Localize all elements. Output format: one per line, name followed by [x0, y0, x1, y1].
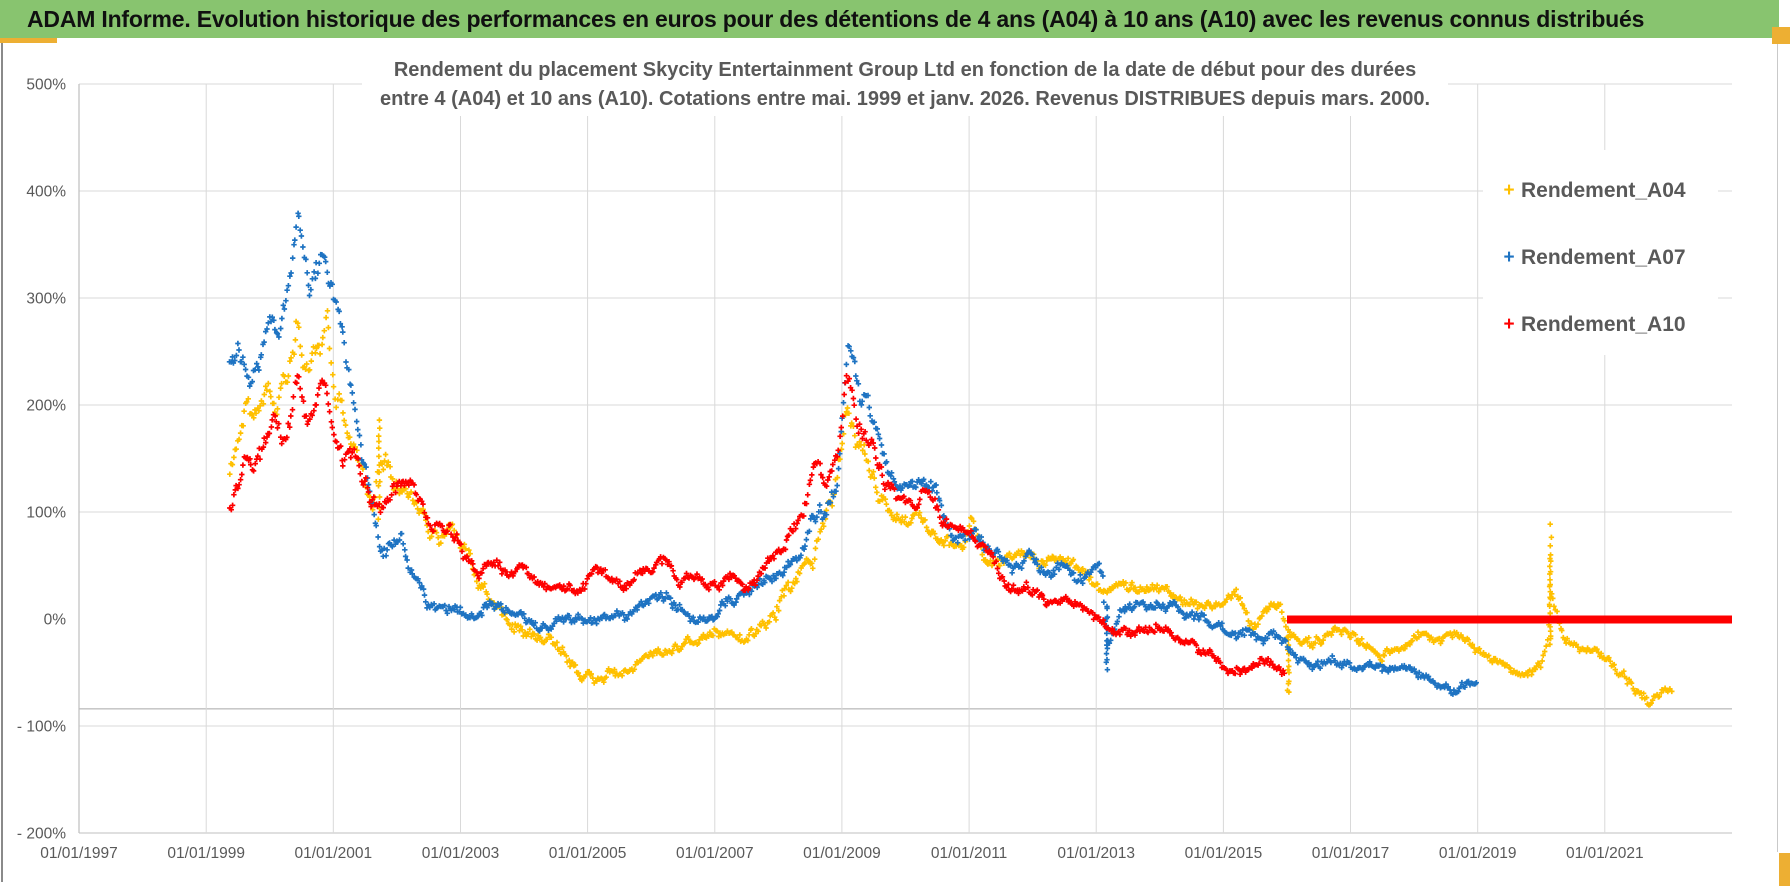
- x-axis-tick-label: 01/01/2013: [1057, 845, 1135, 862]
- y-axis-tick-label: 100%: [26, 505, 66, 522]
- corner-accent-top-right: [1772, 27, 1790, 44]
- chart-title-line1: Rendement du placement Skycity Entertain…: [393, 59, 1417, 81]
- x-axis-tick-label: 01/01/2005: [549, 845, 627, 862]
- series-rendement_a07: [226, 210, 1479, 697]
- y-axis-tick-label: 0%: [44, 612, 67, 629]
- x-axis-tick-label: 01/01/2009: [803, 845, 881, 862]
- y-axis-tick-label: 200%: [26, 398, 66, 415]
- legend-item-rendement-a07: + Rendement_A07: [1497, 244, 1686, 272]
- legend-label: Rendement_A07: [1521, 246, 1686, 269]
- plus-marker-icon: +: [1503, 247, 1515, 268]
- series-rendement_a10: [227, 373, 1287, 677]
- legend-item-rendement-a04: + Rendement_A04: [1497, 177, 1686, 205]
- legend-label: Rendement_A04: [1521, 179, 1686, 202]
- x-axis-tick-label: 01/01/1999: [167, 845, 245, 862]
- x-axis-tick-label: 01/01/2011: [931, 845, 1007, 862]
- y-axis-tick-label: - 200%: [17, 826, 66, 843]
- chart-axis-labels: 500% 400% 300% 200% 100% 0% - 100% - 200% 01/01/…: [17, 77, 1644, 863]
- page-left-border: [1, 38, 3, 882]
- plus-marker-icon: +: [1503, 314, 1515, 335]
- chart-title-line2: entre 4 (A04) et 10 ans (A10). Cotations…: [379, 88, 1431, 110]
- plus-marker-icon: +: [1503, 180, 1515, 201]
- x-axis-tick-label: 01/01/2021: [1566, 845, 1644, 862]
- series-rendement_a04: [227, 308, 1675, 708]
- x-axis-tick-label: 01/01/2017: [1312, 845, 1390, 862]
- chart-data-points: [226, 210, 1732, 708]
- x-axis-tick-label: 01/01/2003: [422, 845, 500, 862]
- y-axis-tick-label: 400%: [26, 184, 66, 201]
- chart-title: Rendement du placement Skycity Entertain…: [362, 56, 1448, 116]
- banner-accent-dash: [0, 38, 57, 43]
- legend-label: Rendement_A10: [1521, 313, 1686, 336]
- x-axis-tick-label: 01/01/2015: [1185, 845, 1263, 862]
- chart-legend: + Rendement_A04 + Rendement_A07 + Rendement…: [1483, 150, 1718, 355]
- y-axis-tick-label: - 100%: [17, 719, 66, 736]
- x-axis-tick-label: 01/01/1997: [40, 845, 118, 862]
- legend-item-rendement-a10: + Rendement_A10: [1497, 311, 1686, 339]
- corner-accent-bottom-right: [1779, 853, 1790, 886]
- page-right-border: [1777, 44, 1778, 852]
- x-axis-tick-label: 01/01/2019: [1439, 845, 1517, 862]
- report-header-banner: ADAM Informe. Evolution historique des p…: [0, 0, 1779, 38]
- x-axis-tick-label: 01/01/2007: [676, 845, 754, 862]
- y-axis-tick-label: 300%: [26, 291, 66, 308]
- x-axis-tick-label: 01/01/2001: [295, 845, 373, 862]
- report-header-title: ADAM Informe. Evolution historique des p…: [27, 5, 1645, 32]
- y-axis-tick-label: 500%: [26, 77, 66, 94]
